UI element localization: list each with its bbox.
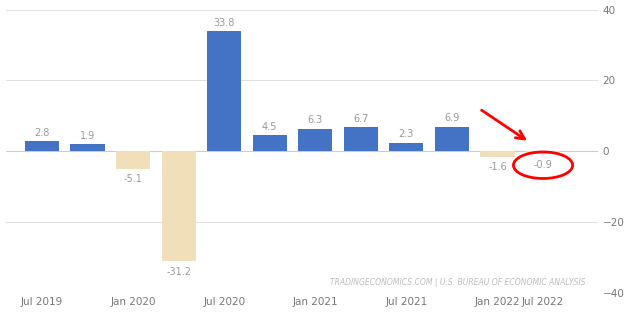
Bar — [71, 144, 105, 151]
Bar — [298, 129, 333, 151]
Bar — [344, 127, 378, 151]
Bar — [25, 141, 59, 151]
Bar — [526, 151, 560, 154]
Text: 33.8: 33.8 — [214, 18, 235, 28]
Text: 6.9: 6.9 — [444, 113, 459, 123]
Text: 6.3: 6.3 — [307, 115, 323, 125]
Bar — [116, 151, 150, 169]
Text: -31.2: -31.2 — [166, 267, 191, 277]
Text: 1.9: 1.9 — [80, 131, 95, 141]
Text: TRADINGECONOMICS.COM | U.S. BUREAU OF ECONOMIC ANALYSIS: TRADINGECONOMICS.COM | U.S. BUREAU OF EC… — [330, 278, 586, 287]
Text: -1.6: -1.6 — [488, 162, 507, 172]
Text: -0.9: -0.9 — [534, 160, 553, 170]
Bar — [207, 32, 241, 151]
Text: 6.7: 6.7 — [353, 114, 369, 124]
Text: -5.1: -5.1 — [123, 174, 142, 184]
Bar — [435, 127, 469, 151]
Text: 2.3: 2.3 — [399, 129, 414, 139]
Bar — [253, 135, 287, 151]
Bar — [481, 151, 515, 157]
Text: 2.8: 2.8 — [34, 128, 50, 138]
Text: 4.5: 4.5 — [262, 122, 277, 131]
Bar — [161, 151, 196, 261]
Bar — [389, 143, 423, 151]
